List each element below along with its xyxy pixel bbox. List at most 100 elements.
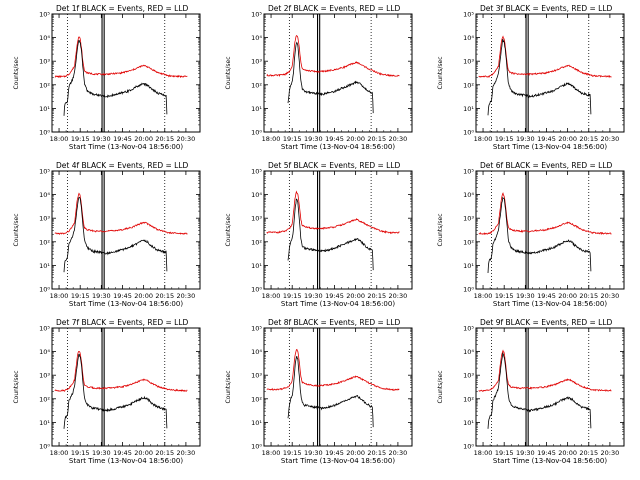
y-tick-label: 10⁵ (463, 325, 474, 333)
events-series-line (287, 198, 374, 271)
y-tick-label: 10² (463, 238, 474, 246)
x-tick-label: 19:45 (113, 135, 132, 143)
y-tick-label: 10¹ (39, 419, 50, 427)
lld-series-line (266, 348, 400, 391)
events-series-line (63, 197, 168, 273)
x-tick-label: 18:00 (50, 135, 69, 143)
y-tick-label: 10³ (463, 58, 474, 66)
events-series-line (487, 352, 592, 429)
y-axis-label: Counts/sec (225, 56, 232, 89)
y-axis-label: Counts/sec (437, 370, 444, 403)
x-tick-label: 19:45 (537, 449, 556, 457)
y-tick-label: 10² (251, 238, 262, 246)
x-tick-label: 20:15 (155, 449, 174, 457)
x-tick-label: 20:00 (558, 292, 577, 300)
x-tick-label: 20:30 (177, 449, 196, 457)
x-tick-label: 20:30 (601, 135, 620, 143)
x-tick-label: 20:15 (367, 292, 386, 300)
y-tick-label: 10³ (251, 372, 262, 380)
x-tick-label: 20:00 (346, 449, 365, 457)
plot-frame (475, 327, 625, 447)
x-tick-label: 18:00 (262, 135, 281, 143)
x-tick-label: 20:15 (367, 449, 386, 457)
y-tick-label: 10³ (463, 215, 474, 223)
x-tick-label: 19:30 (516, 292, 535, 300)
y-tick-label: 10⁰ (251, 443, 262, 451)
x-tick-label: 20:15 (155, 135, 174, 143)
x-tick-label: 20:15 (155, 292, 174, 300)
y-tick-label: 10⁰ (251, 286, 262, 294)
y-tick-label: 10⁵ (39, 168, 50, 176)
panel-title: Det 3f BLACK = Events, RED = LLD (480, 4, 613, 13)
y-tick-label: 10⁴ (251, 191, 262, 199)
x-tick-label: 19:30 (516, 449, 535, 457)
y-tick-label: 10³ (39, 58, 50, 66)
y-tick-label: 10² (463, 81, 474, 89)
x-tick-label: 18:00 (262, 292, 281, 300)
lld-series-line (478, 349, 612, 392)
y-tick-label: 10⁰ (463, 286, 474, 294)
y-axis-label: Counts/sec (437, 213, 444, 246)
y-tick-label: 10⁴ (251, 34, 262, 42)
lld-series-line (54, 192, 188, 235)
x-tick-label: 19:45 (325, 135, 344, 143)
y-axis-label: Counts/sec (13, 213, 20, 246)
x-axis-label: Start Time (13-Nov-04 18:56:00) (493, 143, 607, 151)
x-tick-label: 19:15 (283, 292, 302, 300)
x-tick-label: 18:00 (50, 449, 69, 457)
y-tick-label: 10² (39, 238, 50, 246)
plot-frame (475, 170, 625, 290)
x-tick-label: 19:30 (92, 135, 111, 143)
y-tick-label: 10² (251, 395, 262, 403)
x-tick-label: 20:15 (579, 135, 598, 143)
x-tick-label: 20:30 (601, 449, 620, 457)
x-tick-label: 20:00 (558, 135, 577, 143)
y-tick-label: 10⁴ (463, 191, 474, 199)
events-series-line (63, 40, 168, 116)
x-axis-label: Start Time (13-Nov-04 18:56:00) (281, 457, 395, 465)
plot-frame (263, 327, 413, 447)
plot-frame (51, 327, 201, 447)
x-tick-label: 20:15 (579, 292, 598, 300)
y-axis-label: Counts/sec (225, 213, 232, 246)
y-tick-label: 10¹ (251, 262, 262, 270)
x-tick-label: 20:00 (346, 292, 365, 300)
y-tick-label: 10² (463, 395, 474, 403)
x-tick-label: 19:15 (71, 449, 90, 457)
y-tick-label: 10⁴ (463, 348, 474, 356)
y-tick-label: 10¹ (39, 262, 50, 270)
y-axis-label: Counts/sec (13, 56, 20, 89)
y-tick-label: 10⁵ (251, 11, 262, 19)
y-tick-label: 10⁴ (39, 348, 50, 356)
y-tick-label: 10¹ (463, 262, 474, 270)
y-axis-label: Counts/sec (13, 370, 20, 403)
x-tick-label: 20:00 (134, 135, 153, 143)
y-tick-label: 10¹ (463, 419, 474, 427)
plot-frame (263, 170, 413, 290)
panel-title: Det 9f BLACK = Events, RED = LLD (480, 318, 613, 327)
x-axis-label: Start Time (13-Nov-04 18:56:00) (69, 143, 183, 151)
x-tick-label: 19:45 (325, 449, 344, 457)
y-tick-label: 10³ (251, 58, 262, 66)
panel-title: Det 2f BLACK = Events, RED = LLD (268, 4, 401, 13)
events-series-line (287, 355, 374, 428)
x-axis-label: Start Time (13-Nov-04 18:56:00) (69, 300, 183, 308)
events-series-line (487, 39, 592, 116)
x-tick-label: 20:15 (367, 135, 386, 143)
x-axis-label: Start Time (13-Nov-04 18:56:00) (281, 143, 395, 151)
y-tick-label: 10⁵ (251, 325, 262, 333)
y-tick-label: 10⁵ (251, 168, 262, 176)
y-tick-label: 10³ (39, 215, 50, 223)
x-tick-label: 19:30 (92, 292, 111, 300)
y-tick-label: 10³ (251, 215, 262, 223)
y-tick-label: 10⁰ (39, 129, 50, 137)
x-tick-label: 19:30 (92, 449, 111, 457)
x-tick-label: 19:15 (495, 292, 514, 300)
plot-frame (263, 13, 413, 133)
y-tick-label: 10⁴ (39, 191, 50, 199)
